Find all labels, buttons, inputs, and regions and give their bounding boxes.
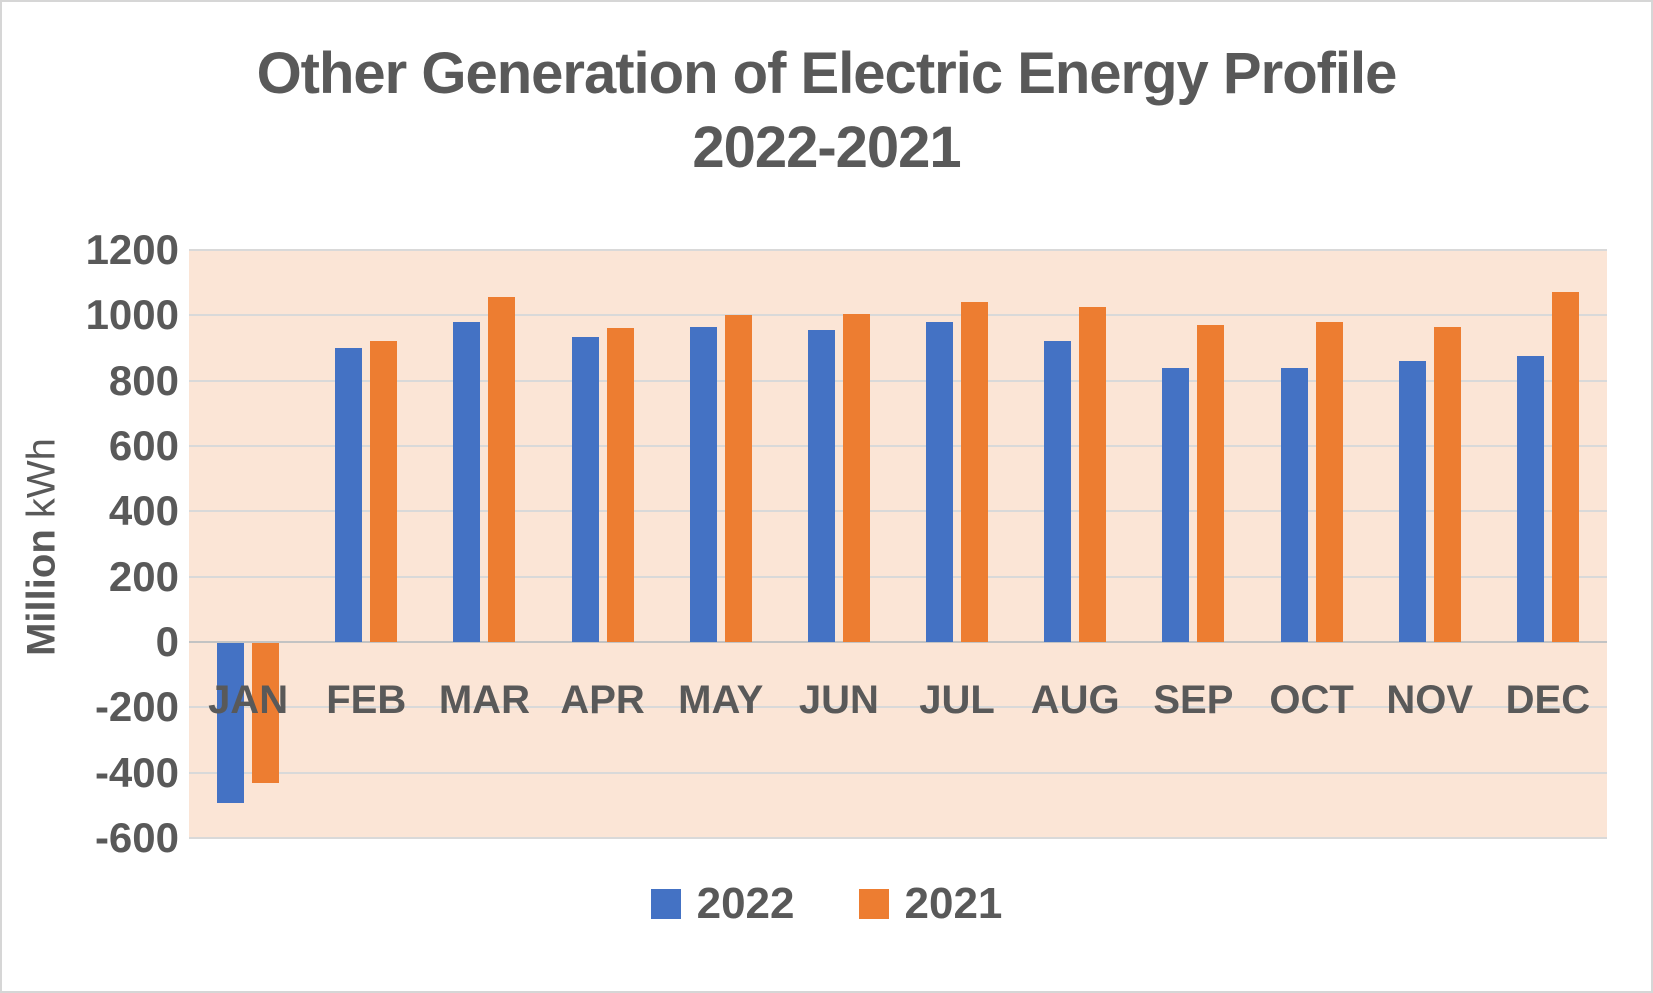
bar-2021-oct (1315, 321, 1343, 642)
month-label-jan: JAN (208, 678, 289, 722)
bar-2021-dec (1551, 292, 1579, 642)
bar-2021-jun (842, 313, 870, 642)
bar-2022-jul (926, 321, 954, 642)
y-tick-1000: 1000 (85, 291, 179, 339)
month-label-may: MAY (678, 678, 764, 722)
month-label-aug: AUG (1030, 678, 1120, 722)
bar-2021-jul (961, 302, 989, 642)
month-label-sep: SEP (1153, 678, 1234, 722)
bar-2022-apr (571, 336, 599, 642)
month-label-jun: JUN (798, 678, 879, 722)
bar-2021-may (724, 315, 752, 642)
y-tick--400: -400 (94, 748, 179, 796)
gridline-600 (189, 445, 1607, 447)
y-tick-800: 800 (108, 356, 179, 404)
gridline-1000 (189, 314, 1607, 317)
bar-2022-jun (807, 330, 835, 642)
legend: 2022 2021 (2, 874, 1651, 934)
legend-item-2021: 2021 (858, 879, 1003, 929)
bar-2022-nov (1398, 361, 1426, 642)
bar-2021-sep (1197, 325, 1225, 642)
month-label-feb: FEB (326, 678, 407, 722)
gridline-200 (189, 575, 1607, 578)
gridline-0 (189, 641, 1607, 643)
bar-2021-aug (1079, 307, 1107, 642)
gridline-1200 (189, 249, 1607, 251)
bar-2022-jan (217, 643, 245, 804)
legend-label-2022: 2022 (696, 879, 795, 928)
bar-2021-mar (488, 297, 516, 642)
legend-label-2021: 2021 (904, 879, 1003, 928)
bar-2021-apr (606, 328, 634, 642)
month-label-nov: NOV (1386, 678, 1474, 722)
month-label-dec: DEC (1505, 678, 1591, 722)
legend-swatch-2022 (650, 889, 681, 919)
chart-subtitle: 2022-2021 (692, 115, 961, 180)
gridline-800 (189, 379, 1607, 382)
month-label-oct: OCT (1269, 678, 1354, 722)
bar-2022-dec (1516, 356, 1544, 642)
bar-2022-sep (1162, 367, 1190, 642)
y-tick-1200: 1200 (85, 226, 179, 273)
y-tick-200: 200 (108, 552, 179, 600)
plot-area (189, 249, 1607, 839)
gridline--400 (189, 771, 1607, 774)
gridline-400 (189, 510, 1607, 513)
gridline--600 (189, 837, 1607, 839)
bar-2022-oct (1280, 367, 1308, 642)
bar-2021-jan (252, 643, 280, 784)
gridline--200 (189, 706, 1607, 709)
bar-2022-feb (335, 348, 363, 642)
month-label-mar: MAR (438, 678, 530, 722)
bar-2022-may (689, 326, 717, 642)
bar-2022-mar (453, 321, 481, 642)
bar-2021-nov (1433, 326, 1461, 642)
chart-title: Other Generation of Electric Energy Prof… (256, 41, 1398, 106)
legend-item-2022: 2022 (650, 879, 795, 929)
legend-swatch-2021 (858, 889, 889, 919)
y-tick-400: 400 (108, 487, 179, 535)
y-tick--600: -600 (94, 814, 179, 861)
month-label-jul: JUL (919, 678, 995, 722)
y-tick--200: -200 (94, 683, 179, 731)
bar-2022-aug (1044, 341, 1072, 642)
month-label-apr: APR (560, 678, 645, 722)
bar-2021-feb (370, 341, 398, 642)
y-tick-600: 600 (108, 422, 179, 469)
y-tick-0: 0 (155, 618, 179, 665)
